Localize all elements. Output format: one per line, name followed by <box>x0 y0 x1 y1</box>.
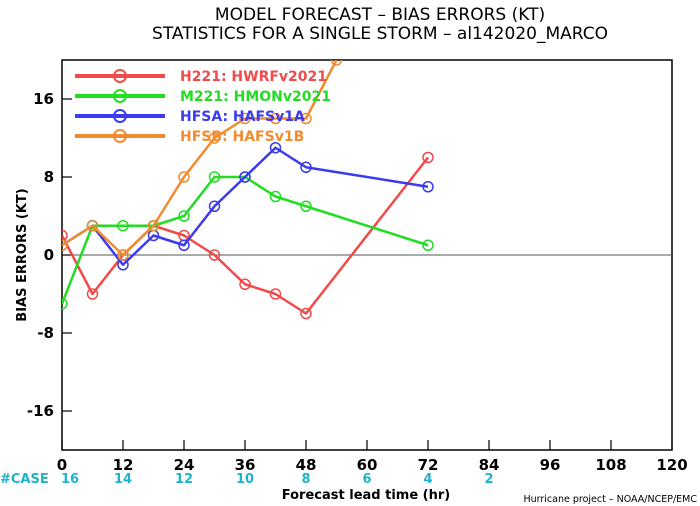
legend-marker <box>113 109 127 123</box>
data-point <box>117 220 129 232</box>
data-point <box>62 229 68 242</box>
x-axis-label: Forecast lead time (hr) <box>282 488 450 503</box>
case-count-value: 16 <box>61 472 79 487</box>
legend-entry-label: HFSA: HAFSv1A <box>180 109 305 125</box>
x-tick-label: 60 <box>357 456 378 474</box>
legend-marker <box>113 129 127 143</box>
data-point <box>422 151 434 164</box>
series-layer <box>62 60 434 320</box>
chart-title-line-1: MODEL FORECAST – BIAS ERRORS (KT) <box>215 5 545 25</box>
case-count-value: 2 <box>484 472 493 487</box>
legend-marker <box>113 69 127 83</box>
case-count-value: 12 <box>175 472 193 487</box>
y-tick-label: 16 <box>33 90 54 108</box>
series-1 <box>62 171 434 310</box>
x-tick-label: 96 <box>540 456 561 474</box>
series-line <box>62 146 429 266</box>
data-point <box>422 181 434 193</box>
data-point <box>300 161 312 173</box>
x-tick-label: 48 <box>296 456 317 474</box>
case-count-value: 4 <box>423 472 432 487</box>
legend-entry-label: H221: HWRFv2021 <box>180 69 327 85</box>
data-point <box>178 210 190 222</box>
legend-marker <box>113 89 127 103</box>
data-point <box>330 60 343 66</box>
data-point <box>269 142 282 154</box>
data-point <box>147 220 160 232</box>
y-axis-label: BIAS ERRORS (KT) <box>15 188 30 321</box>
axis-ticks: 0 12 24 36 48 60 72 84 96 108 120 -16 -8 0 8 16 <box>27 90 688 474</box>
data-point <box>239 278 251 290</box>
data-point <box>269 190 282 203</box>
data-point <box>422 239 434 251</box>
x-tick-label: 36 <box>235 456 256 474</box>
x-tick-label: 12 <box>113 456 134 474</box>
x-tick-label: 120 <box>656 456 687 474</box>
series-2 <box>62 142 434 271</box>
x-tick-label: 72 <box>418 456 439 474</box>
data-point <box>208 171 221 183</box>
y-tick-label: -8 <box>37 324 54 342</box>
data-point <box>239 171 251 183</box>
series-line <box>62 175 429 305</box>
x-tick-label: 0 <box>57 456 67 474</box>
data-point <box>178 171 190 183</box>
data-point <box>269 112 282 125</box>
data-point <box>239 112 251 125</box>
data-point <box>86 220 99 232</box>
case-counts: 16 14 12 10 8 6 4 2 <box>61 472 494 487</box>
case-count-value: 14 <box>114 472 132 487</box>
y-tick-label: 0 <box>44 246 54 264</box>
case-count-value: 8 <box>301 472 310 487</box>
data-point <box>300 200 312 212</box>
data-point <box>178 239 190 251</box>
case-count-value: 10 <box>236 472 254 487</box>
series-3 <box>62 60 343 261</box>
y-tick-label: 8 <box>44 168 54 186</box>
x-tick-label: 24 <box>174 456 195 474</box>
chart-title-line-2: STATISTICS FOR A SINGLE STORM – al142020… <box>152 24 608 44</box>
series-line <box>62 156 429 315</box>
case-count-label: #CASE <box>0 472 49 487</box>
data-point <box>300 112 312 125</box>
case-count-value: 6 <box>362 472 371 487</box>
data-point <box>62 298 68 310</box>
data-point <box>86 288 99 300</box>
data-point <box>208 249 221 261</box>
credit-text: Hurricane project – NOAA/NCEP/EMC <box>523 494 697 505</box>
legend-entry-label: HFSB: HAFSv1B <box>180 129 304 145</box>
legend-entry-label: M221: HMONv2021 <box>180 89 331 105</box>
x-tick-label: 108 <box>595 456 626 474</box>
data-point <box>208 132 221 144</box>
legend: H221: HWRFv2021 M221: HMONv2021 HFSA: HAFS… <box>75 69 331 145</box>
x-tick-label: 84 <box>479 456 500 474</box>
data-point <box>300 307 312 320</box>
data-point <box>117 249 129 261</box>
series-line <box>62 60 338 257</box>
plot-area <box>61 59 673 451</box>
y-tick-label: -16 <box>27 402 54 420</box>
data-point <box>208 200 221 212</box>
data-point <box>269 288 282 300</box>
data-point <box>62 239 68 251</box>
